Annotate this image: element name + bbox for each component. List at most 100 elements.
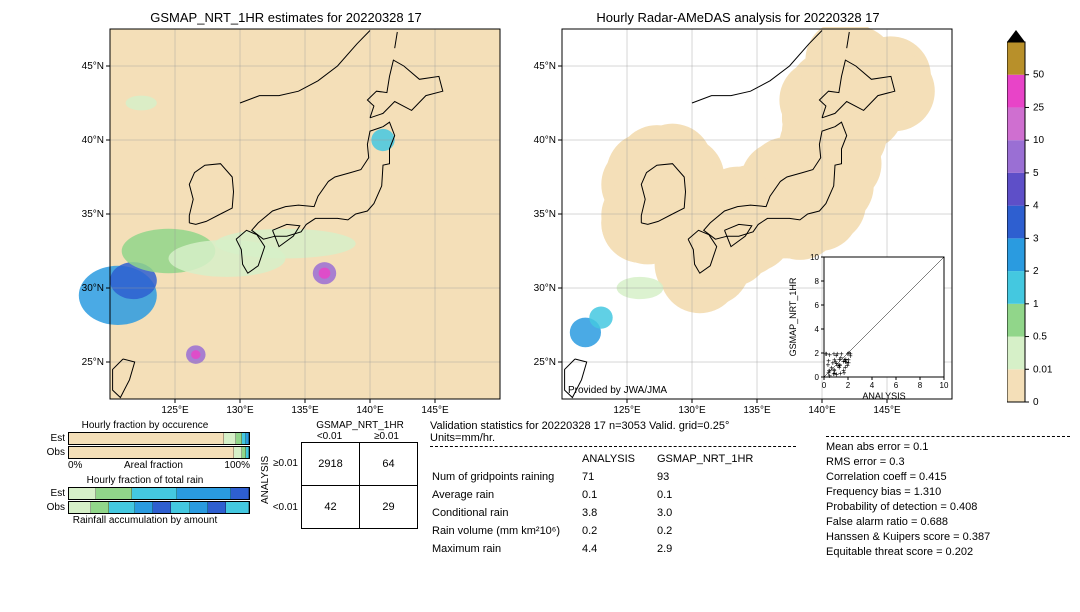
left-map-title: GSMAP_NRT_1HR estimates for 20220328 17: [70, 10, 502, 25]
frac-axis-right: 100%: [224, 460, 250, 471]
fraction-row-label: Obs: [40, 502, 68, 513]
contingency-row-header: ANALYSIS: [260, 431, 271, 529]
stats-right: Mean abs error = 0.1 RMS error = 0.3Corre…: [826, 420, 1070, 559]
fraction-row-label: Est: [40, 488, 68, 499]
stats-value: 0.2: [582, 523, 655, 539]
svg-text:30°N: 30°N: [82, 283, 104, 294]
svg-text:4: 4: [1033, 201, 1039, 212]
contingency-col-label: ≥0.01: [358, 431, 415, 442]
metric-row: Hanssen & Kuipers score = 0.387: [826, 529, 1070, 544]
svg-text:+: +: [826, 360, 831, 369]
validation-header: Validation statistics for 20220328 17 n=…: [430, 420, 796, 444]
metric-label: Equitable threat score =: [826, 546, 946, 558]
stats-value: 93: [657, 469, 773, 485]
metric-row: Probability of detection = 0.408: [826, 499, 1070, 514]
svg-text:40°N: 40°N: [534, 135, 556, 146]
stats-row-label: Num of gridpoints raining: [432, 469, 580, 485]
svg-text:25°N: 25°N: [82, 357, 104, 368]
metric-value: 0.1: [913, 441, 928, 453]
svg-text:130°E: 130°E: [678, 405, 706, 416]
svg-text:125°E: 125°E: [613, 405, 641, 416]
svg-text:6: 6: [894, 381, 899, 390]
fraction-panel: Hourly fraction by occurence EstObs 0% A…: [40, 420, 250, 559]
stats-row-label: Maximum rain: [432, 541, 580, 557]
stats-col-header: ANALYSIS: [582, 451, 655, 467]
colorbar-svg: 00.010.512345102550: [1007, 30, 1070, 415]
svg-text:10: 10: [940, 381, 949, 390]
left-map-panel: GSMAP_NRT_1HR estimates for 20220328 17 …: [70, 10, 502, 410]
svg-text:8: 8: [815, 277, 820, 286]
svg-text:45°N: 45°N: [534, 61, 556, 72]
metric-value: 0.387: [963, 531, 991, 543]
svg-text:25: 25: [1033, 102, 1045, 113]
stats-value: 71: [582, 469, 655, 485]
contingency-row-label: <0.01: [271, 502, 301, 513]
svg-text:+: +: [832, 355, 837, 364]
contingency-table: 2918644229: [301, 442, 418, 529]
stats-value: 2.9: [657, 541, 773, 557]
fraction-bar-row: Est: [40, 487, 250, 500]
fraction-row-label: Obs: [40, 447, 68, 458]
stats-value: 3.0: [657, 505, 773, 521]
svg-text:+: +: [823, 349, 828, 358]
svg-text:0.01: 0.01: [1033, 364, 1053, 375]
svg-text:35°N: 35°N: [82, 209, 104, 220]
svg-text:140°E: 140°E: [808, 405, 836, 416]
contingency-cell: 42: [302, 486, 360, 529]
metric-label: False alarm ratio =: [826, 516, 920, 528]
svg-text:4: 4: [815, 325, 820, 334]
metric-row: Frequency bias = 1.310: [826, 484, 1070, 499]
svg-text:1: 1: [1033, 299, 1039, 310]
svg-text:4: 4: [870, 381, 875, 390]
metric-label: Probability of detection =: [826, 501, 950, 513]
metric-value: 0.415: [919, 471, 947, 483]
svg-text:0: 0: [815, 373, 820, 382]
svg-text:130°E: 130°E: [226, 405, 254, 416]
metric-label: Frequency bias =: [826, 486, 914, 498]
stats-row-label: Rain volume (mm km²10⁶): [432, 523, 580, 539]
left-map: 125°E130°E135°E140°E145°E25°N30°N35°N40°…: [70, 27, 502, 419]
metric-label: Hanssen & Kuipers score =: [826, 531, 963, 543]
svg-text:6: 6: [815, 301, 820, 310]
right-map-title: Hourly Radar-AMeDAS analysis for 2022032…: [522, 10, 954, 25]
svg-text:35°N: 35°N: [534, 209, 556, 220]
stats-col-header: GSMAP_NRT_1HR: [657, 451, 773, 467]
fraction-footer: Rainfall accumulation by amount: [40, 515, 250, 526]
stats-row-label: Average rain: [432, 487, 580, 503]
metric-row: Correlation coeff = 0.415: [826, 469, 1070, 484]
svg-text:2: 2: [1033, 266, 1039, 277]
right-map-panel: Hourly Radar-AMeDAS analysis for 2022032…: [522, 10, 954, 410]
svg-text:40°N: 40°N: [82, 135, 104, 146]
contingency-col-label: <0.01: [301, 431, 358, 442]
stats-value: 0.1: [582, 487, 655, 503]
colorbar: 00.010.512345102550: [1007, 30, 1070, 418]
stats-comparison-table: ANALYSISGSMAP_NRT_1HR Num of gridpoints r…: [430, 449, 775, 559]
svg-text:5: 5: [1033, 168, 1039, 179]
stats-left: Validation statistics for 20220328 17 n=…: [430, 420, 796, 559]
svg-text:GSMAP_NRT_1HR: GSMAP_NRT_1HR: [788, 277, 798, 356]
metric-row: False alarm ratio = 0.688: [826, 514, 1070, 529]
metric-value: 0.3: [889, 456, 904, 468]
stats-value: 4.4: [582, 541, 655, 557]
right-map: 125°E130°E135°E140°E145°E25°N30°N35°N40°…: [522, 27, 954, 419]
metric-row: Mean abs error = 0.1: [826, 439, 1070, 454]
svg-text:Provided by JWA/JMA: Provided by JWA/JMA: [568, 385, 667, 396]
svg-text:140°E: 140°E: [356, 405, 384, 416]
stats-value: 3.8: [582, 505, 655, 521]
svg-text:145°E: 145°E: [421, 405, 449, 416]
fraction-row-label: Est: [40, 433, 68, 444]
svg-text:3: 3: [1033, 233, 1039, 244]
metric-label: RMS error =: [826, 456, 889, 468]
svg-text:30°N: 30°N: [534, 283, 556, 294]
svg-text:ANALYSIS: ANALYSIS: [862, 391, 905, 401]
frac-axis-label: Areal fraction: [124, 460, 183, 471]
metric-value: 0.202: [946, 546, 974, 558]
svg-text:135°E: 135°E: [743, 405, 771, 416]
svg-text:125°E: 125°E: [161, 405, 189, 416]
svg-text:+: +: [841, 366, 846, 375]
svg-text:0: 0: [822, 381, 827, 390]
bottom-row: Hourly fraction by occurence EstObs 0% A…: [10, 420, 1070, 559]
svg-text:25°N: 25°N: [534, 357, 556, 368]
metric-value: 1.310: [914, 486, 942, 498]
metric-row: Equitable threat score = 0.202: [826, 544, 1070, 559]
